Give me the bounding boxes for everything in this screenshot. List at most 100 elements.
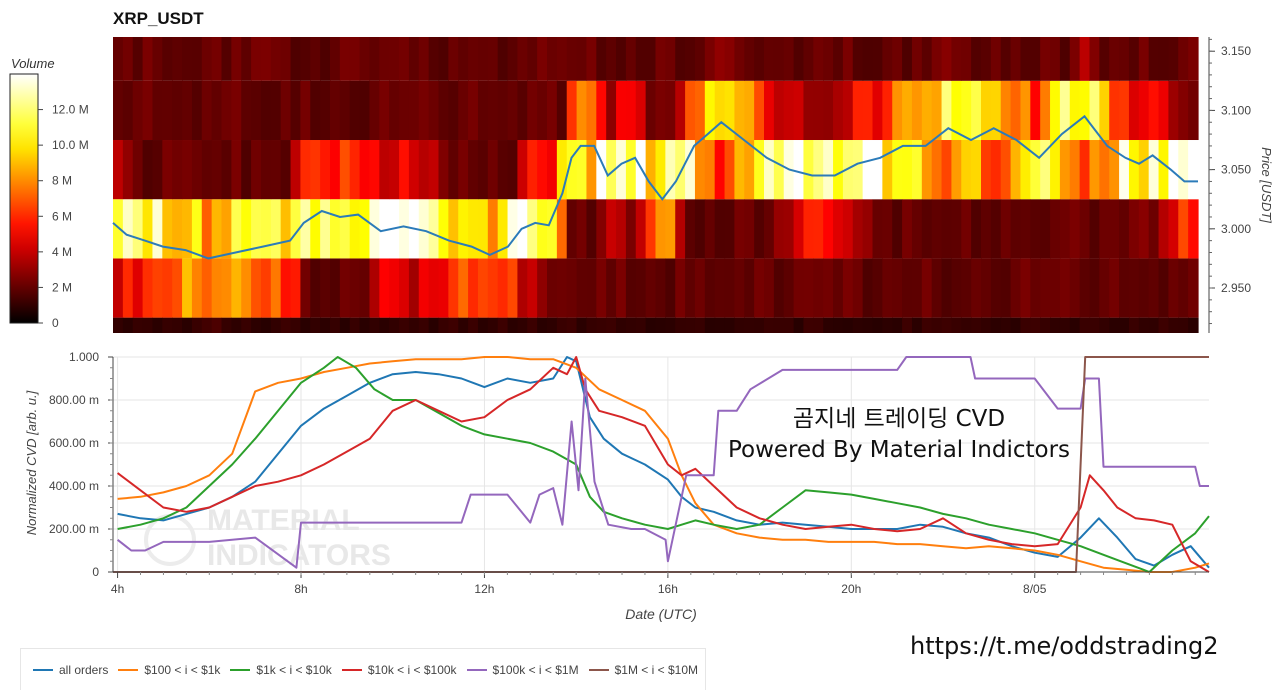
heatmap-cell — [359, 80, 371, 141]
legend-item[interactable]: $100k < i < $1M — [466, 663, 579, 677]
heatmap-cell — [201, 317, 213, 333]
heatmap-cell — [586, 140, 597, 200]
heatmap-cell — [527, 80, 538, 141]
heatmap-cell — [122, 199, 134, 259]
heatmap-cell — [113, 317, 124, 333]
heatmap-cell — [458, 199, 469, 259]
heatmap-cell — [655, 317, 666, 333]
heatmap-cell — [300, 37, 311, 81]
heatmap-cell — [1030, 80, 1041, 141]
heatmap-cell — [221, 317, 232, 333]
heatmap-cell — [339, 37, 351, 81]
legend-item[interactable]: $1M < i < $10M — [588, 663, 698, 677]
price-tick-label: 3.150 — [1221, 44, 1251, 58]
heatmap-cell — [566, 199, 578, 259]
heatmap-cell — [1188, 199, 1199, 259]
heatmap-cell — [1158, 258, 1170, 318]
heatmap-cell — [1020, 258, 1031, 318]
heatmap-cell — [635, 37, 647, 81]
heatmap-cell — [172, 80, 183, 141]
heatmap-cell — [280, 37, 292, 81]
heatmap-cell — [201, 199, 213, 259]
heatmap-cell — [793, 258, 805, 318]
heatmap-cell — [852, 317, 864, 333]
heatmap-cell — [507, 199, 519, 259]
heatmap-cell — [182, 80, 193, 141]
heatmap-cell — [399, 199, 410, 259]
heatmap-cell — [438, 80, 449, 141]
heatmap-cell — [142, 317, 154, 333]
heatmap-cell — [734, 140, 745, 200]
heatmap-cell — [1178, 258, 1189, 318]
heatmap-cell — [556, 37, 568, 81]
heatmap-cell — [1010, 80, 1022, 141]
heatmap-cell — [1128, 80, 1140, 141]
heatmap-cell — [1109, 80, 1120, 141]
telegram-link[interactable]: https://t.me/oddstrading2 — [910, 632, 1219, 660]
heatmap-cell — [694, 199, 706, 259]
price-axis-label: Price [USDT] — [1259, 147, 1274, 223]
y-tick-label: 800.00 m — [49, 393, 99, 407]
heatmap-cell — [201, 37, 213, 81]
heatmap-cell — [1079, 80, 1091, 141]
heatmap-cell — [211, 317, 223, 333]
heatmap-cell — [1059, 80, 1071, 141]
heatmap-cell — [477, 37, 489, 81]
legend-item[interactable]: $1k < i < $10k — [230, 663, 332, 677]
heatmap-cell — [1069, 317, 1081, 333]
heatmap-cell — [1069, 258, 1081, 318]
heatmap-cell — [359, 37, 371, 81]
heatmap-cell — [182, 317, 193, 333]
heatmap-cell — [596, 140, 607, 200]
heatmap-cell — [339, 80, 351, 141]
series-line--100k-i-1m — [116, 356, 1209, 569]
heatmap-cell — [616, 37, 627, 81]
legend-item[interactable]: $100 < i < $1k — [118, 663, 220, 677]
heatmap-cell — [211, 199, 223, 259]
heatmap-cell — [773, 199, 785, 259]
heatmap-cell — [833, 80, 844, 141]
heatmap-cell — [122, 258, 134, 318]
heatmap-cell — [764, 258, 775, 318]
heatmap-cell — [1128, 37, 1140, 81]
heatmap-cell — [951, 317, 962, 333]
heatmap-cell — [1089, 80, 1100, 141]
heatmap-cell — [764, 140, 775, 200]
heatmap-cell — [231, 80, 242, 141]
heatmap-cell — [132, 199, 144, 259]
heatmap-cell — [468, 37, 479, 81]
heatmap-cell — [764, 199, 775, 259]
heatmap-cell — [310, 199, 321, 259]
heatmap-cell — [399, 258, 410, 318]
heatmap-cell — [990, 37, 1002, 81]
heatmap-cell — [428, 37, 440, 81]
heatmap-cell — [724, 317, 736, 333]
heatmap-cell — [1178, 37, 1189, 81]
heatmap-cell — [369, 140, 380, 200]
heatmap-cell — [211, 37, 223, 81]
heatmap-cell — [280, 140, 292, 200]
heatmap-cell — [783, 199, 795, 259]
heatmap-cell — [645, 317, 657, 333]
heatmap-cell — [527, 140, 538, 200]
legend-label: all orders — [59, 662, 109, 677]
heatmap-cell — [941, 258, 953, 318]
heatmap-cell — [379, 80, 390, 141]
heatmap-cell — [211, 140, 223, 200]
heatmap-cell — [911, 140, 923, 200]
heatmap-cell — [517, 37, 528, 81]
heatmap-cell — [803, 317, 814, 333]
legend-item[interactable]: all orders — [33, 663, 108, 677]
colorbar-label: Volume — [11, 56, 55, 71]
heatmap-cell — [172, 140, 183, 200]
heatmap-cell — [241, 317, 252, 333]
heatmap-cell — [961, 317, 972, 333]
heatmap-cell — [1119, 258, 1130, 318]
legend-item[interactable]: $10k < i < $100k — [341, 663, 457, 677]
heatmap-cell — [1000, 258, 1012, 318]
heatmap-cell — [842, 258, 854, 318]
heatmap-cell — [1158, 317, 1170, 333]
heatmap-cell — [517, 140, 528, 200]
heatmap-cell — [547, 317, 558, 333]
heatmap-cell — [1158, 80, 1170, 141]
